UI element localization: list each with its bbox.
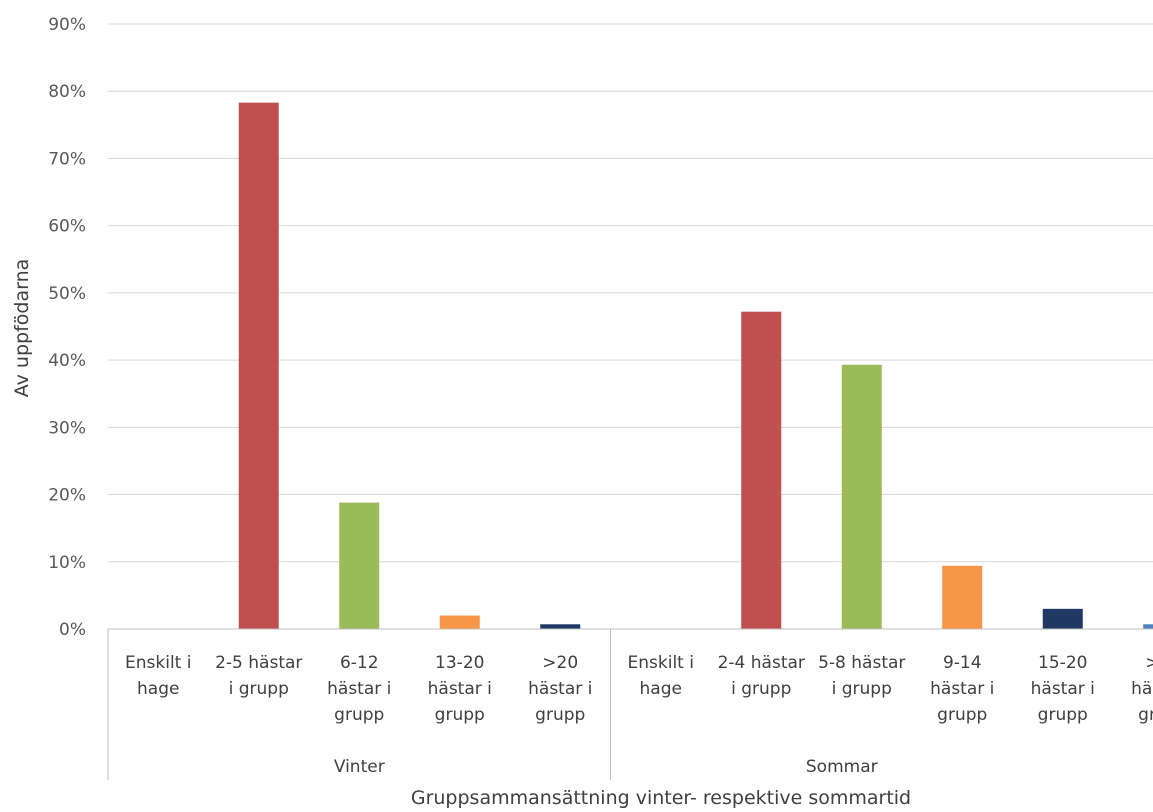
y-axis-ticks: 0% 10% 20% 30% 40% 50% 60% 70% 80% 90% (48, 15, 86, 640)
category-label: 13-20 hästar i grupp (428, 653, 492, 725)
bar-sommar-4 (1042, 608, 1083, 629)
category-label: 2-5 hästar i grupp (215, 653, 302, 699)
y-tick-label: 70% (48, 149, 86, 169)
y-tick-label: 10% (48, 553, 86, 573)
gridlines (108, 23, 1153, 563)
bar-sommar-5 (1143, 624, 1153, 629)
bar-sommar-1 (741, 311, 782, 629)
category-label: 15-20 hästar i grupp (1031, 653, 1095, 725)
x-axis-title: Gruppsammansättning vinter- respektive s… (411, 787, 911, 809)
category-label: 2-4 hästar i grupp (718, 653, 805, 699)
bars (238, 102, 1153, 629)
category-label: 5-8 hästar i grupp (818, 653, 905, 699)
y-axis-title: Av uppfödarna (11, 259, 33, 398)
category-label: 9-14 hästar i grupp (930, 653, 994, 725)
y-tick-label: 30% (48, 418, 86, 438)
y-tick-label: 40% (48, 351, 86, 371)
y-tick-label: 80% (48, 82, 86, 102)
bar-vinter-4 (540, 624, 581, 629)
y-tick-label: 50% (48, 284, 86, 304)
x-axis (107, 628, 1153, 780)
y-tick-label: 60% (48, 217, 86, 237)
category-label: Enskilt i hage (125, 653, 191, 699)
bar-vinter-2 (339, 502, 380, 629)
bar-sommar-2 (841, 364, 882, 629)
bar-vinter-3 (439, 615, 480, 629)
group-label-vinter: Vinter (334, 757, 385, 777)
bar-sommar-3 (942, 565, 983, 629)
group-label-sommar: Sommar (806, 757, 878, 777)
category-labels: Enskilt i hage 2-5 hästar i grupp 6-12 hästar… (125, 653, 1153, 725)
y-tick-label: 90% (48, 15, 86, 35)
y-tick-label: 0% (59, 620, 86, 640)
category-label: 6-12 hästar i grupp (327, 653, 391, 725)
category-label: Enskilt i hage (628, 653, 694, 699)
group-labels: Vinter Sommar (334, 757, 878, 777)
bar-vinter-1 (238, 102, 279, 629)
y-tick-label: 20% (48, 486, 86, 506)
